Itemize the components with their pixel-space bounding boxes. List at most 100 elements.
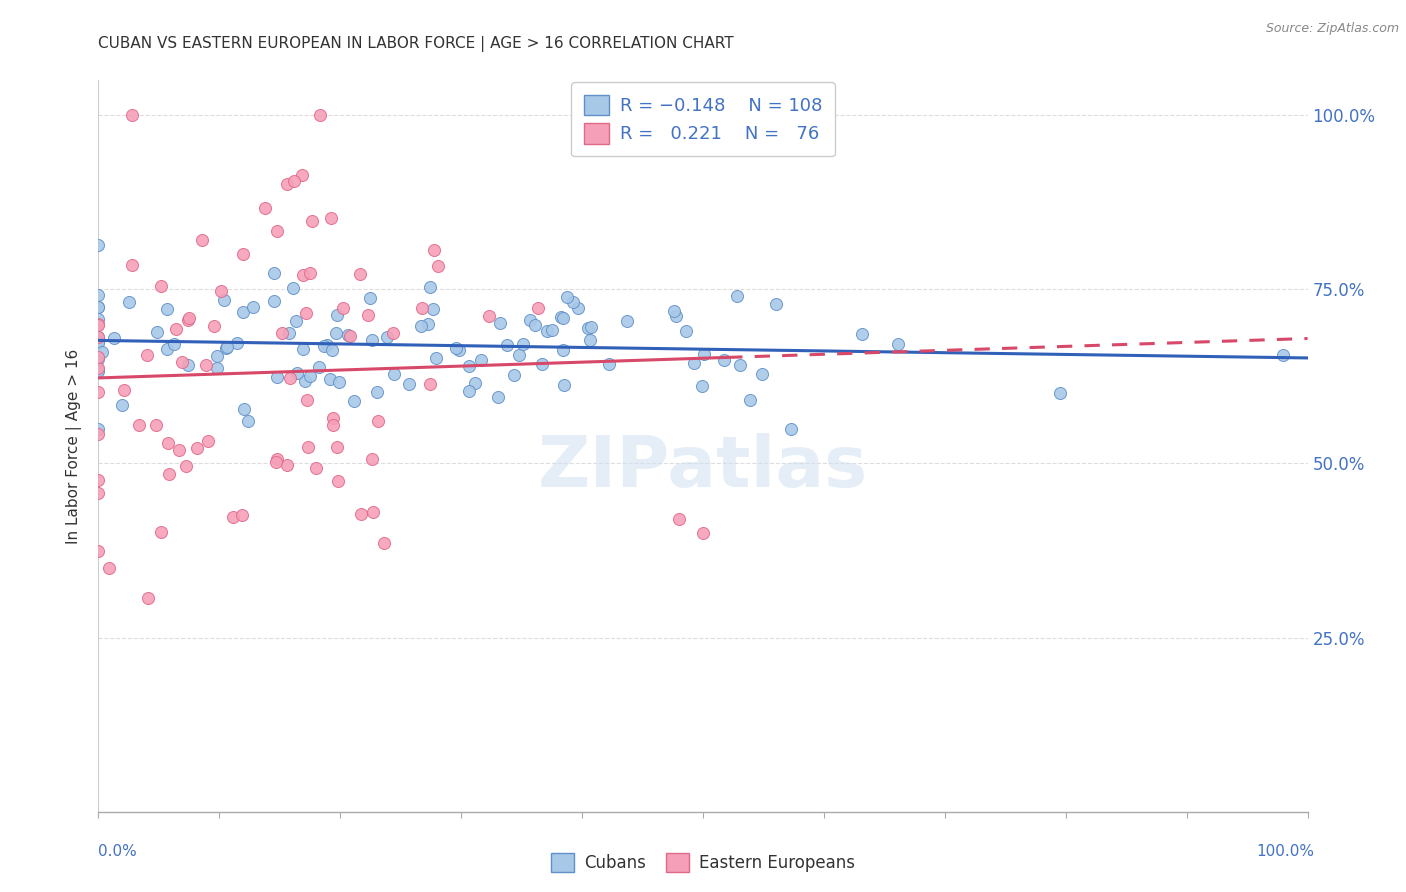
Point xyxy=(87,330,110,344)
Point xyxy=(765,297,787,311)
Point xyxy=(285,366,308,380)
Text: CUBAN VS EASTERN EUROPEAN IN LABOR FORCE | AGE > 16 CORRELATION CHART: CUBAN VS EASTERN EUROPEAN IN LABOR FORCE… xyxy=(98,36,734,52)
Point xyxy=(308,359,330,374)
Point xyxy=(359,291,381,305)
Point xyxy=(177,311,200,326)
Point xyxy=(266,224,288,238)
Point xyxy=(231,508,253,523)
Point xyxy=(312,338,335,352)
Point xyxy=(496,338,519,352)
Point xyxy=(360,452,382,467)
Point xyxy=(136,348,159,362)
Point xyxy=(263,293,285,308)
Text: ZIPatlas: ZIPatlas xyxy=(538,434,868,502)
Point xyxy=(276,177,298,191)
Point xyxy=(416,317,439,331)
Point xyxy=(662,304,685,318)
Point xyxy=(725,288,748,302)
Point xyxy=(373,535,395,549)
Point xyxy=(264,455,287,469)
Point xyxy=(97,560,120,574)
Text: 0.0%: 0.0% xyxy=(98,845,138,859)
Point xyxy=(478,310,501,324)
Point xyxy=(536,324,558,338)
Point xyxy=(309,108,332,122)
Point xyxy=(176,358,198,372)
Point xyxy=(425,351,447,365)
Point xyxy=(87,300,110,314)
Point xyxy=(598,357,620,371)
Point xyxy=(87,473,110,487)
Point xyxy=(553,378,575,392)
Point xyxy=(551,310,574,325)
Point xyxy=(321,343,343,358)
Point xyxy=(172,354,194,368)
Point xyxy=(194,358,217,372)
Point xyxy=(581,320,603,334)
Point xyxy=(381,326,404,340)
Point xyxy=(665,309,688,323)
Point xyxy=(530,357,553,371)
Point xyxy=(325,326,347,340)
Point xyxy=(112,383,135,397)
Point xyxy=(87,364,110,378)
Point xyxy=(350,507,373,521)
Text: Source: ZipAtlas.com: Source: ZipAtlas.com xyxy=(1265,22,1399,36)
Point xyxy=(361,333,384,347)
Point xyxy=(276,458,298,472)
Point xyxy=(87,421,110,435)
Point xyxy=(458,359,481,373)
Point xyxy=(202,319,225,334)
Point xyxy=(780,421,803,435)
Point xyxy=(328,474,350,488)
Text: 100.0%: 100.0% xyxy=(1257,845,1315,859)
Point xyxy=(319,211,342,225)
Point xyxy=(150,524,173,539)
Point xyxy=(322,410,344,425)
Point xyxy=(242,300,264,314)
Point xyxy=(87,300,110,314)
Point xyxy=(332,301,354,316)
Point xyxy=(366,384,388,399)
Point xyxy=(319,372,342,386)
Point xyxy=(266,369,288,384)
Point xyxy=(342,393,364,408)
Point xyxy=(361,505,384,519)
Point xyxy=(683,356,706,370)
Point xyxy=(87,384,110,399)
Point xyxy=(675,324,697,338)
Point xyxy=(186,442,208,456)
Point xyxy=(550,310,572,325)
Point xyxy=(692,526,714,541)
Point xyxy=(163,337,186,351)
Point xyxy=(423,244,446,258)
Point xyxy=(502,368,524,383)
Point xyxy=(555,290,578,304)
Point xyxy=(357,308,380,322)
Point xyxy=(728,359,751,373)
Point xyxy=(367,414,389,428)
Point xyxy=(281,281,304,295)
Point xyxy=(422,302,444,317)
Point xyxy=(305,460,328,475)
Point xyxy=(851,327,873,342)
Point xyxy=(294,374,316,388)
Point xyxy=(205,360,228,375)
Point xyxy=(146,325,169,339)
Point xyxy=(87,334,110,348)
Point xyxy=(298,369,321,384)
Point xyxy=(519,313,541,327)
Point xyxy=(690,379,713,393)
Point xyxy=(299,266,322,280)
Point xyxy=(121,258,143,272)
Point xyxy=(464,376,486,390)
Point xyxy=(145,417,167,432)
Point xyxy=(87,288,110,302)
Point xyxy=(291,268,314,282)
Point xyxy=(291,168,314,182)
Point xyxy=(486,391,509,405)
Point xyxy=(349,268,371,282)
Point xyxy=(887,337,910,351)
Point xyxy=(693,347,716,361)
Point xyxy=(561,295,583,310)
